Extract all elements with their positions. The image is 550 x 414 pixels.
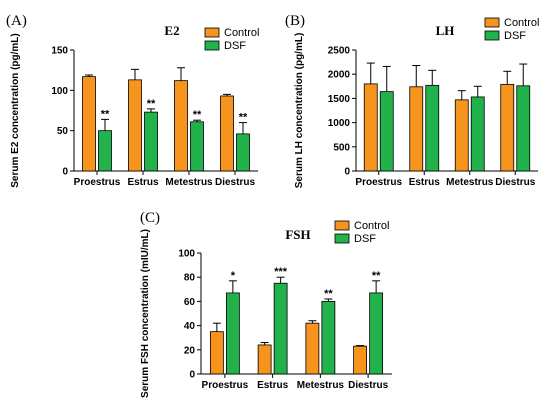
x-tick-label: Estrus xyxy=(409,177,441,188)
chart-panel-3: (C) FSH 0 20 40 60 80 100 Serum FSH concentratio… xyxy=(140,210,392,398)
y-tick-label: 500 xyxy=(333,142,350,153)
chart-panel-1: (A) E2 0 50 100 150 Serum E2 concentration (pg… xyxy=(6,13,259,188)
bar-control xyxy=(82,76,96,172)
chart-title: E2 xyxy=(164,23,179,38)
x-tick-label: Diestrus xyxy=(348,380,388,391)
legend-swatch-control xyxy=(204,27,220,38)
significance-marker: *** xyxy=(274,266,288,278)
legend-swatch-dsf xyxy=(484,30,500,41)
significance-marker: ** xyxy=(372,270,381,282)
panel-label: (A) xyxy=(6,13,27,29)
y-axis-title: Serum FSH concentration (mIU/mL) xyxy=(140,229,151,398)
bar-dsf xyxy=(470,96,485,172)
y-tick-label: 100 xyxy=(178,249,195,260)
significance-marker: ** xyxy=(193,109,202,121)
bar-dsf xyxy=(321,300,336,375)
bar-dsf xyxy=(379,91,394,172)
bar-dsf xyxy=(98,130,112,172)
y-tick-label: 0 xyxy=(344,167,350,178)
y-tick-label: 80 xyxy=(184,273,196,284)
y-tick-label: 20 xyxy=(184,345,196,356)
x-tick-label: Estrus xyxy=(257,380,289,391)
y-tick-label: 100 xyxy=(51,86,68,97)
bar-dsf xyxy=(190,121,204,172)
bar-control xyxy=(500,83,515,172)
y-tick-label: 50 xyxy=(57,126,69,137)
x-tick-label: Metestrus xyxy=(446,177,494,188)
bar-control xyxy=(305,322,320,375)
bar-control xyxy=(174,80,188,172)
bar-dsf xyxy=(225,292,240,375)
chart-panel-2: (B) LH 0 500 1000 1500 2000 2500 Serum LH concen… xyxy=(285,13,539,188)
bar-control xyxy=(409,86,424,172)
legend-label-control: Control xyxy=(354,220,389,232)
bar-dsf xyxy=(273,282,288,375)
legend-label-control: Control xyxy=(224,27,259,39)
significance-marker: * xyxy=(231,270,236,282)
x-tick-label: Proestrus xyxy=(355,177,402,188)
x-tick-label: Metestrus xyxy=(165,177,213,188)
significance-marker: ** xyxy=(147,98,156,110)
bar-control xyxy=(209,331,224,375)
legend-swatch-dsf xyxy=(204,40,220,51)
y-tick-label: 150 xyxy=(51,46,68,57)
bar-dsf xyxy=(144,111,158,172)
significance-marker: ** xyxy=(239,112,248,124)
significance-marker: ** xyxy=(324,288,333,300)
x-tick-label: Proestrus xyxy=(74,177,121,188)
x-tick-label: Estrus xyxy=(127,177,159,188)
y-tick-label: 0 xyxy=(189,370,195,381)
bar-control xyxy=(128,79,142,172)
legend-label-dsf: DSF xyxy=(224,40,246,52)
chart-title: FSH xyxy=(285,227,310,242)
x-tick-label: Proestrus xyxy=(202,380,249,391)
legend-label-control: Control xyxy=(504,17,539,29)
legend-swatch-control xyxy=(484,17,500,28)
legend-swatch-dsf xyxy=(334,233,350,244)
y-axis-title: Serum LH concentration (pg/mL) xyxy=(294,33,305,189)
legend-label-dsf: DSF xyxy=(354,233,376,245)
x-tick-label: Diestrus xyxy=(215,177,255,188)
bar-dsf xyxy=(516,85,531,172)
y-tick-label: 0 xyxy=(62,167,68,178)
panel-label: (C) xyxy=(140,210,160,226)
bar-control xyxy=(353,345,368,375)
panel-label: (B) xyxy=(285,13,305,29)
bar-control xyxy=(220,95,234,172)
chart-title: LH xyxy=(436,23,455,38)
y-tick-label: 1000 xyxy=(328,118,351,129)
legend-label-dsf: DSF xyxy=(504,30,526,42)
bar-dsf xyxy=(369,292,384,375)
bar-dsf xyxy=(236,133,250,172)
y-tick-label: 40 xyxy=(184,321,196,332)
y-tick-label: 2000 xyxy=(328,70,351,81)
x-tick-label: Metestrus xyxy=(297,380,345,391)
y-axis-title: Serum E2 concentration (pg/mL) xyxy=(10,33,21,187)
bar-control xyxy=(363,83,378,172)
y-tick-label: 2500 xyxy=(328,46,351,57)
y-tick-label: 1500 xyxy=(328,94,351,105)
bar-control xyxy=(454,99,469,172)
bar-dsf xyxy=(425,84,440,172)
significance-marker: ** xyxy=(101,108,110,120)
y-tick-label: 60 xyxy=(184,297,196,308)
bar-control xyxy=(257,344,272,375)
x-tick-label: Diestrus xyxy=(495,177,535,188)
legend-swatch-control xyxy=(334,220,350,231)
